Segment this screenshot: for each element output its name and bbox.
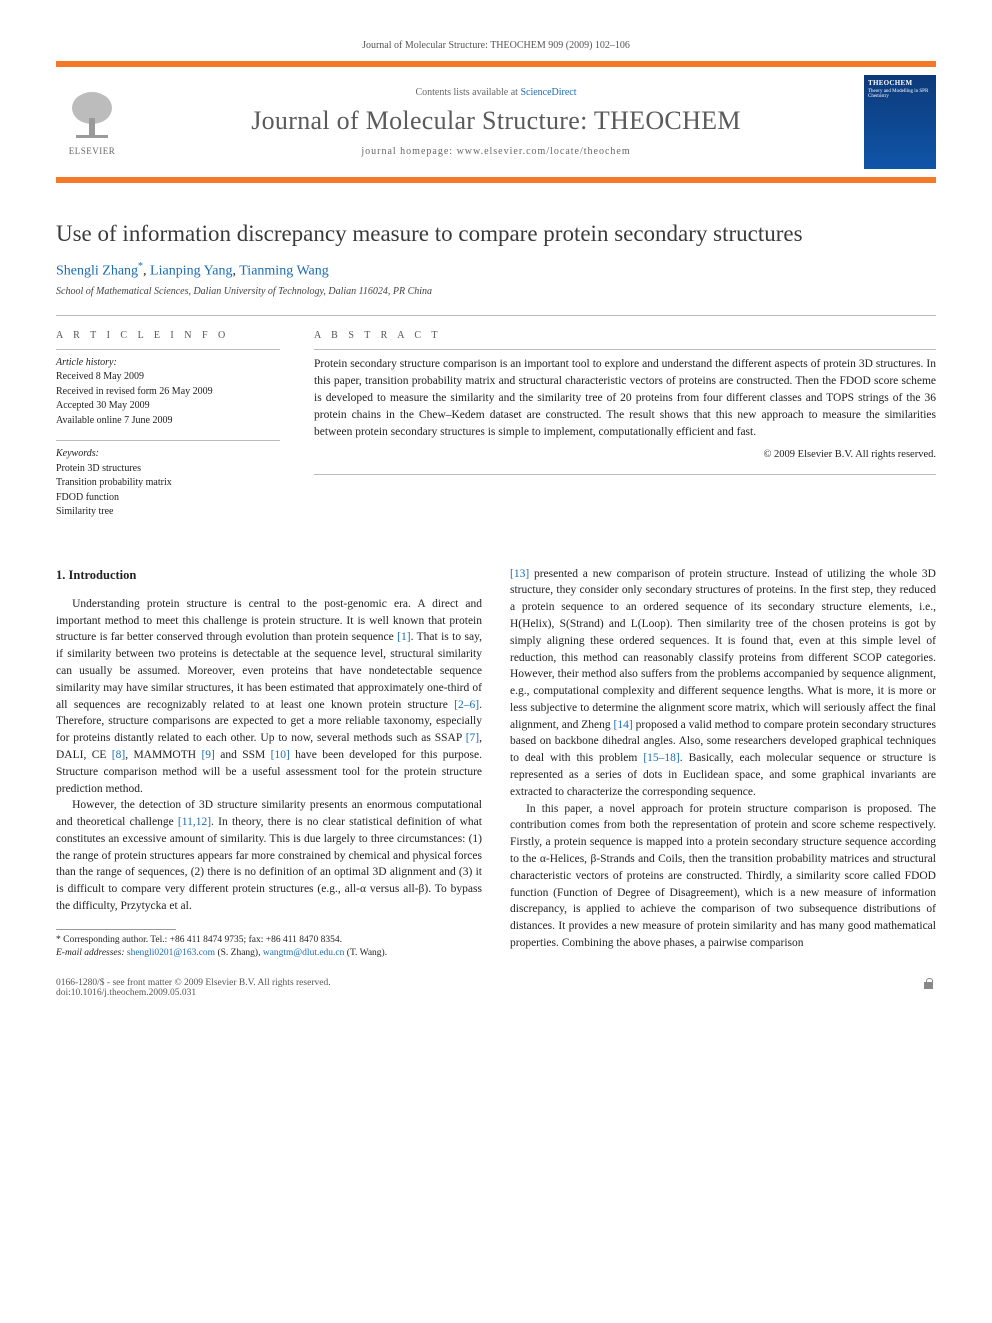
- divider: [56, 315, 936, 316]
- corresponding-author-note: * Corresponding author. Tel.: +86 411 84…: [56, 934, 482, 947]
- abstract-copyright: © 2009 Elsevier B.V. All rights reserved…: [314, 449, 936, 460]
- text-run: and SSM: [215, 749, 271, 761]
- authors-line: Shengli Zhang*, Lianping Yang, Tianming …: [56, 261, 936, 280]
- divider: [56, 349, 280, 350]
- text-run: . In theory, there is no clear statistic…: [56, 816, 482, 912]
- abstract-heading: A B S T R A C T: [314, 330, 936, 341]
- text-run: , MAMMOTH: [125, 749, 201, 761]
- ref-link[interactable]: [13]: [510, 568, 529, 580]
- elsevier-tree-icon: [66, 88, 118, 144]
- paragraph: [13] presented a new comparison of prote…: [510, 566, 936, 801]
- footnote-rule: [56, 929, 176, 930]
- cover-title: THEOCHEM: [868, 79, 932, 87]
- author-link-1[interactable]: Shengli Zhang: [56, 264, 138, 279]
- citation-line: Journal of Molecular Structure: THEOCHEM…: [56, 40, 936, 51]
- ref-link[interactable]: [8]: [112, 749, 125, 761]
- article-info-heading: A R T I C L E I N F O: [56, 330, 280, 341]
- ref-link[interactable]: [9]: [201, 749, 214, 761]
- footer-bar: 0166-1280/$ - see front matter © 2009 El…: [56, 978, 936, 998]
- history-label: Article history:: [56, 356, 280, 371]
- ref-link[interactable]: [14]: [614, 719, 633, 731]
- email-link[interactable]: shengli0201@163.com: [127, 948, 215, 958]
- keyword: Transition probability matrix: [56, 476, 280, 491]
- abstract-text: Protein secondary structure comparison i…: [314, 356, 936, 441]
- author-sep: ,: [143, 264, 150, 279]
- front-matter-line: 0166-1280/$ - see front matter © 2009 El…: [56, 978, 331, 988]
- author-link-2[interactable]: Lianping Yang: [150, 264, 232, 279]
- elsevier-logo: ELSEVIER: [56, 79, 128, 165]
- history-revised: Received in revised form 26 May 2009: [56, 385, 280, 400]
- article-title: Use of information discrepancy measure t…: [56, 221, 936, 247]
- ref-link[interactable]: [7]: [466, 732, 479, 744]
- contents-lists-line: Contents lists available at ScienceDirec…: [142, 87, 850, 98]
- email-label: E-mail addresses:: [56, 948, 125, 958]
- sciencedirect-link[interactable]: ScienceDirect: [520, 87, 576, 98]
- author-link-3[interactable]: Tianming Wang: [239, 264, 329, 279]
- section-heading: 1. Introduction: [56, 566, 482, 584]
- divider: [314, 474, 936, 475]
- divider: [314, 349, 936, 350]
- email-link[interactable]: wangtm@dlut.edu.cn: [263, 948, 345, 958]
- paragraph: Understanding protein structure is centr…: [56, 596, 482, 797]
- homepage-url: www.elsevier.com/locate/theochem: [457, 146, 631, 157]
- ref-link[interactable]: [2–6]: [454, 699, 479, 711]
- ref-link[interactable]: [1]: [397, 631, 410, 643]
- journal-homepage-line: journal homepage: www.elsevier.com/locat…: [142, 146, 850, 157]
- email-who: (S. Zhang),: [215, 948, 263, 958]
- journal-cover-thumb: THEOCHEM Theory and Modelling in SPR Che…: [864, 75, 936, 169]
- doi-line: doi:10.1016/j.theochem.2009.05.031: [56, 988, 331, 998]
- keyword: Protein 3D structures: [56, 462, 280, 477]
- homepage-prefix: journal homepage:: [361, 146, 456, 157]
- lock-icon: [924, 978, 936, 998]
- email-who: (T. Wang).: [344, 948, 387, 958]
- cover-sub: Theory and Modelling in SPR Chemistry: [868, 89, 932, 99]
- text-run: presented a new comparison of protein st…: [510, 568, 936, 731]
- journal-header-bar: ELSEVIER Contents lists available at Sci…: [56, 61, 936, 183]
- history-online: Available online 7 June 2009: [56, 414, 280, 429]
- keywords-label: Keywords:: [56, 447, 280, 462]
- elsevier-wordmark: ELSEVIER: [69, 146, 116, 156]
- ref-link[interactable]: [11,12]: [178, 816, 211, 828]
- body-text: 1. Introduction Understanding protein st…: [56, 566, 936, 961]
- contents-prefix: Contents lists available at: [415, 87, 520, 98]
- history-received: Received 8 May 2009: [56, 370, 280, 385]
- paragraph: However, the detection of 3D structure s…: [56, 797, 482, 914]
- divider: [56, 440, 280, 441]
- journal-name: Journal of Molecular Structure: THEOCHEM: [142, 106, 850, 136]
- keyword: FDOD function: [56, 491, 280, 506]
- affiliation: School of Mathematical Sciences, Dalian …: [56, 286, 936, 297]
- paragraph: In this paper, a novel approach for prot…: [510, 801, 936, 952]
- keyword: Similarity tree: [56, 505, 280, 520]
- ref-link[interactable]: [10]: [271, 749, 290, 761]
- ref-link[interactable]: [15–18]: [643, 752, 679, 764]
- footnotes: * Corresponding author. Tel.: +86 411 84…: [56, 934, 482, 961]
- history-accepted: Accepted 30 May 2009: [56, 399, 280, 414]
